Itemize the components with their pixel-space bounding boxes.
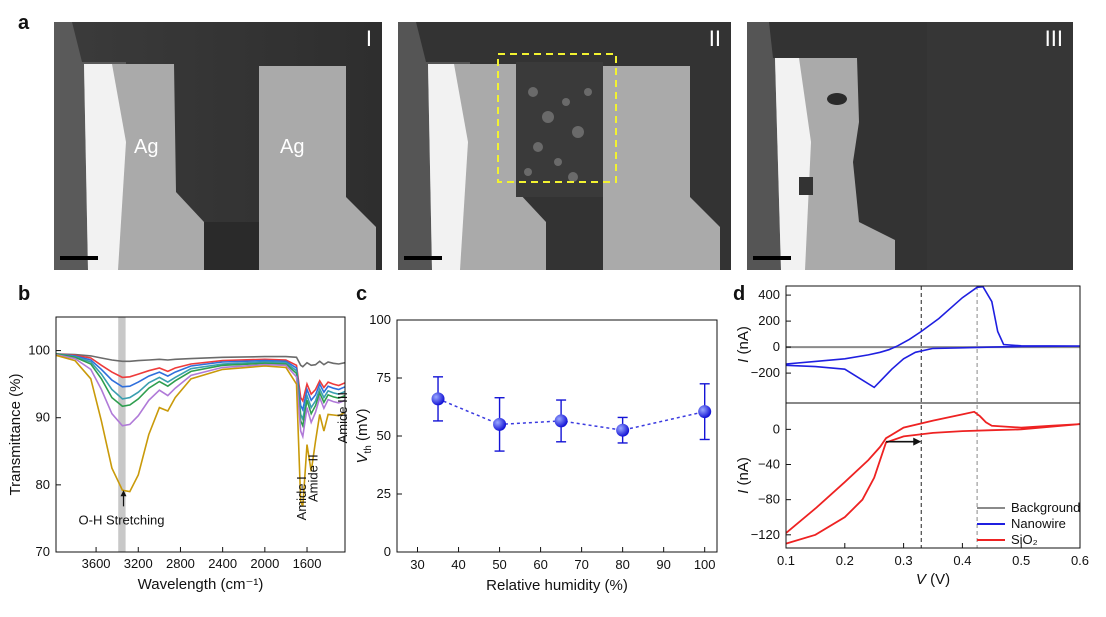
vth-ytick-label: 100 bbox=[369, 312, 391, 327]
micrograph-2-tag: II bbox=[708, 26, 721, 51]
iv-xtick-label: 0.3 bbox=[895, 553, 913, 568]
scale-bar-2 bbox=[404, 256, 442, 260]
legend-label-2: SiO₂ bbox=[1011, 532, 1038, 547]
vth-axes-frame bbox=[396, 319, 718, 553]
iv-top-frame bbox=[785, 285, 1081, 404]
ftir-ytick-label: 90 bbox=[36, 410, 50, 425]
legend-label-1: Nanowire bbox=[1011, 516, 1066, 531]
roi-box bbox=[497, 53, 617, 183]
micrograph-1-image bbox=[54, 22, 382, 270]
vth-ytick-label: 50 bbox=[377, 428, 391, 443]
ftir-ytick-label: 70 bbox=[36, 544, 50, 559]
vth-point bbox=[698, 405, 712, 419]
iv-curves-chart: 0.1 0.2 0.3 0.4 0.5 0.6 −200 0 200 400 −120 −80 −40 0… bbox=[735, 285, 1089, 588]
micrograph-1-label-right: Ag bbox=[280, 136, 305, 158]
panel-letter-c: c bbox=[356, 283, 368, 305]
vth-point bbox=[431, 392, 445, 406]
iv-top-ylabel: I (nA) bbox=[735, 326, 752, 363]
ftir-xtick-label: 2000 bbox=[250, 556, 279, 571]
micrograph-3: III bbox=[747, 22, 1073, 270]
iv-bottom-ytick-label: −80 bbox=[758, 492, 780, 507]
iv-bottom-ytick-label: −40 bbox=[758, 457, 780, 472]
iv-xtick-label: 0.2 bbox=[836, 553, 854, 568]
vth-point bbox=[493, 417, 507, 431]
iv-top-ytick-label: 400 bbox=[758, 287, 780, 302]
micrograph-1-tag: I bbox=[365, 26, 372, 51]
shift-arrow-head bbox=[913, 437, 922, 446]
panel-letter-b: b bbox=[18, 283, 31, 305]
micrograph-1: I Ag Ag bbox=[54, 22, 382, 270]
ftir-ylabel: Transmittance (%) bbox=[7, 374, 24, 496]
oh-arrow-head bbox=[120, 490, 127, 497]
vth-ytick-label: 25 bbox=[377, 486, 391, 501]
ftir-xtick-label: 3200 bbox=[124, 556, 153, 571]
vth-xtick-label: 30 bbox=[410, 557, 424, 572]
amide-annotation-1: Amide I bbox=[294, 476, 309, 520]
iv-top-series-1 bbox=[785, 285, 1081, 389]
iv-bottom-frame bbox=[785, 402, 1081, 549]
ftir-series-2 bbox=[55, 353, 346, 413]
vth-xtick-label: 60 bbox=[533, 557, 547, 572]
vth-xlabel: Relative humidity (%) bbox=[486, 577, 628, 594]
vth-xtick-label: 40 bbox=[451, 557, 465, 572]
vth-point bbox=[616, 423, 630, 437]
ftir-series-0 bbox=[55, 353, 346, 368]
ftir-series-6 bbox=[55, 354, 346, 507]
ftir-xtick-label: 3600 bbox=[82, 556, 111, 571]
ftir-xtick-label: 1600 bbox=[293, 556, 322, 571]
ftir-series-1 bbox=[55, 353, 346, 403]
amide-annotation-2: Amide II bbox=[305, 454, 320, 502]
iv-xlabel: V (V) bbox=[916, 571, 950, 588]
ftir-xlabel: Wavelength (cm⁻¹) bbox=[138, 576, 264, 593]
iv-xtick-label: 0.1 bbox=[777, 553, 795, 568]
scale-bar-1 bbox=[60, 256, 98, 260]
vth-dashed-line bbox=[437, 398, 705, 431]
oh-highlight-band bbox=[118, 317, 126, 552]
legend-label-0: Background bbox=[1011, 500, 1080, 515]
ftir-series-4 bbox=[55, 353, 346, 429]
micrograph-3-image bbox=[747, 22, 1073, 270]
micrograph-1-label-left: Ag bbox=[134, 136, 159, 158]
micrograph-2: II bbox=[398, 22, 731, 270]
ftir-xtick-label: 2400 bbox=[208, 556, 237, 571]
scale-bar-3 bbox=[753, 256, 791, 260]
iv-bottom-series-0 bbox=[785, 410, 1081, 545]
vth-xtick-label: 100 bbox=[694, 557, 716, 572]
ftir-ytick-label: 80 bbox=[36, 477, 50, 492]
ftir-xtick-label: 2800 bbox=[166, 556, 195, 571]
vth-ytick-label: 0 bbox=[384, 544, 391, 559]
iv-xtick-label: 0.5 bbox=[1012, 553, 1030, 568]
vth-point bbox=[554, 414, 568, 428]
vth-xtick-label: 80 bbox=[615, 557, 629, 572]
vth-xtick-label: 50 bbox=[492, 557, 506, 572]
iv-top-ytick-label: 0 bbox=[773, 339, 780, 354]
vth-ytick-label: 75 bbox=[377, 370, 391, 385]
ftir-chart: 3600 3200 2800 2400 2000 1600 70 80 90 100 Wavelen… bbox=[7, 316, 350, 593]
ftir-axes-frame bbox=[55, 316, 346, 553]
threshold-voltage-chart: 30 40 50 60 70 80 90 100 0 25 50 75 100 Relative humi… bbox=[354, 312, 718, 594]
ftir-ytick-label: 100 bbox=[28, 343, 50, 358]
vth-ylabel: Vth (mV) bbox=[354, 408, 374, 463]
iv-bottom-ytick-label: −120 bbox=[751, 527, 780, 542]
panel-letter-a: a bbox=[18, 12, 30, 34]
ftir-series-3 bbox=[55, 353, 346, 422]
ftir-series-5 bbox=[55, 353, 346, 440]
vth-xtick-label: 90 bbox=[656, 557, 670, 572]
iv-xtick-label: 0.4 bbox=[953, 553, 971, 568]
iv-top-ytick-label: 200 bbox=[758, 313, 780, 328]
amide-annotation-3: Amide III bbox=[335, 392, 350, 443]
iv-xtick-label: 0.6 bbox=[1071, 553, 1089, 568]
vth-xtick-label: 70 bbox=[574, 557, 588, 572]
iv-bottom-ytick-label: 0 bbox=[773, 421, 780, 436]
iv-bottom-ylabel: I (nA) bbox=[735, 457, 752, 494]
micrograph-2-image bbox=[398, 22, 731, 270]
micrograph-3-tag: III bbox=[1044, 26, 1063, 51]
iv-top-ytick-label: −200 bbox=[751, 365, 780, 380]
oh-annotation: O-H Stretching bbox=[79, 512, 165, 527]
panel-letter-d: d bbox=[733, 283, 746, 305]
